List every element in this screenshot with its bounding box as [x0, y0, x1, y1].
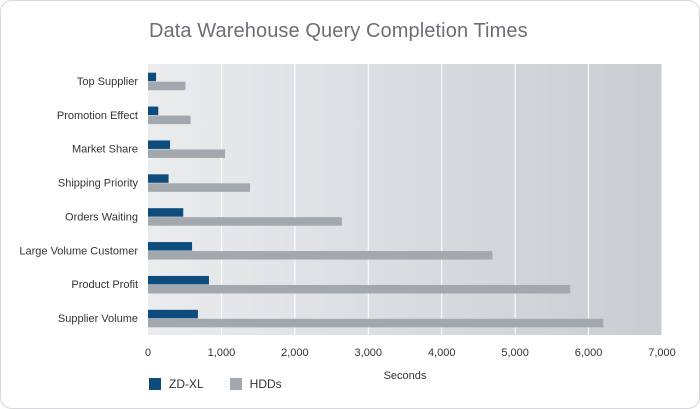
- bar-zd-xl-market-share: [148, 140, 171, 149]
- x-tick-label: 4,000: [428, 347, 456, 359]
- category-label: Supplier Volume: [58, 313, 138, 325]
- bar-hdds-top-supplier: [148, 81, 186, 91]
- plot-area: [148, 64, 662, 335]
- legend: ZD-XL HDDs: [149, 376, 308, 392]
- category-label: Product Profit: [71, 279, 138, 291]
- x-tick-label: 6,000: [575, 347, 603, 359]
- legend-item-zd-xl: ZD-XL: [149, 377, 204, 391]
- x-tick-label: 3,000: [355, 347, 383, 359]
- legend-label-hdds: HDDs: [249, 377, 282, 391]
- category-label: Large Volume Customer: [19, 245, 138, 257]
- x-tick-label: 5,000: [501, 347, 529, 359]
- bar-hdds-large-volume-customer: [148, 251, 493, 260]
- x-axis-title: Seconds: [384, 370, 427, 382]
- category-label: Shipping Priority: [58, 178, 139, 190]
- x-tick-label: 1,000: [208, 347, 236, 359]
- category-label: Top Supplier: [77, 76, 138, 88]
- bar-hdds-product-profit: [148, 284, 571, 294]
- bar-zd-xl-top-supplier: [148, 72, 157, 82]
- bar-zd-xl-promotion-effect: [148, 106, 159, 116]
- legend-swatch-hdds: [229, 378, 242, 390]
- legend-swatch-zd-xl: [149, 378, 161, 390]
- bars: [148, 72, 604, 328]
- x-tick-labels: 0 1,000 2,000 3,000 4,000 5,000 6,000 7,000: [145, 347, 676, 359]
- category-label: Orders Waiting: [65, 211, 138, 223]
- bar-zd-xl-large-volume-customer: [148, 242, 193, 251]
- bar-zd-xl-product-profit: [148, 275, 209, 285]
- category-label: Promotion Effect: [57, 110, 138, 122]
- chart-title: Data Warehouse Query Completion Times: [149, 20, 528, 42]
- legend-item-hdds: HDDs: [229, 377, 282, 391]
- x-tick-label: 0: [145, 347, 151, 359]
- category-labels: Top Supplier Promotion Effect Market Share…: [19, 76, 138, 325]
- bar-zd-xl-orders-waiting: [148, 208, 184, 217]
- bar-hdds-shipping-priority: [148, 183, 251, 192]
- bar-hdds-supplier-volume: [148, 318, 604, 328]
- x-tick-label: 2,000: [281, 347, 309, 359]
- bar-hdds-orders-waiting: [148, 217, 342, 226]
- category-label: Market Share: [72, 144, 138, 156]
- legend-label-zd-xl: ZD-XL: [169, 377, 204, 391]
- bar-zd-xl-supplier-volume: [148, 309, 198, 319]
- bar-zd-xl-shipping-priority: [148, 174, 169, 183]
- bar-hdds-promotion-effect: [148, 115, 191, 125]
- bar-hdds-market-share: [148, 149, 226, 158]
- x-tick-label: 7,000: [648, 347, 676, 359]
